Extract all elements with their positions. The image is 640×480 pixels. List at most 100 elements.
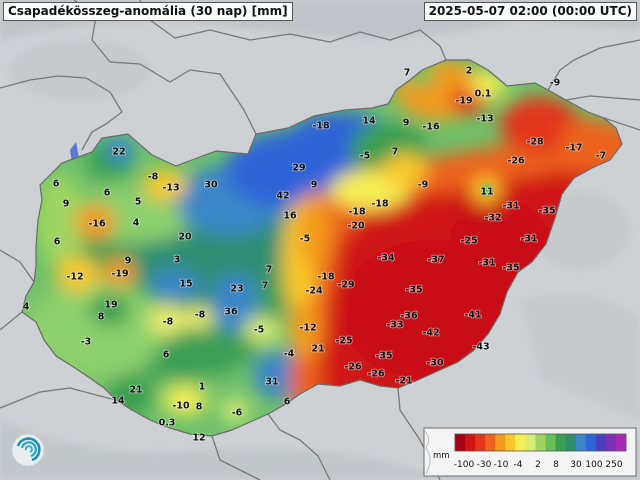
value-label: 6 (104, 188, 111, 199)
legend-tick-label: 2 (535, 460, 541, 470)
legend-swatch (575, 434, 587, 451)
met-service-logo-icon (11, 433, 45, 467)
value-label: 7 (262, 281, 269, 292)
legend-swatch (535, 434, 546, 451)
value-label: 21 (129, 385, 142, 396)
value-label: -43 (472, 342, 489, 353)
value-label: 7 (392, 147, 399, 158)
value-label: -25 (460, 236, 477, 247)
value-label: -31 (520, 234, 537, 245)
value-label: -12 (299, 323, 316, 334)
legend-swatch (605, 434, 617, 451)
value-label: -20 (347, 221, 365, 232)
value-label: -16 (422, 122, 440, 133)
map-title: Csapadékösszeg-anomália (30 nap) [mm] (3, 2, 293, 21)
value-label: -8 (148, 172, 159, 183)
value-label: 9 (311, 180, 318, 191)
value-label: -32 (484, 213, 501, 224)
legend-tick-label: -30 (477, 460, 492, 470)
value-label: -16 (88, 219, 106, 230)
value-label: -5 (254, 325, 265, 336)
legend-tick-label: -100 (454, 460, 475, 470)
value-label: -24 (305, 286, 323, 297)
valid-time-label: 2025-05-07 02:00 (00:00 UTC) (423, 2, 637, 21)
value-label: 15 (179, 279, 192, 290)
legend-swatch (595, 434, 607, 451)
legend-swatch (555, 434, 567, 451)
value-label: 4 (133, 218, 140, 229)
legend-swatch (615, 434, 627, 451)
legend-swatch (525, 434, 536, 451)
legend-tick-label: 250 (605, 460, 622, 470)
value-label: -5 (360, 151, 371, 162)
legend-swatch (455, 434, 466, 451)
country-outline (21, 59, 623, 437)
value-label: 30 (204, 180, 218, 191)
value-label: 11 (480, 187, 493, 198)
value-label: 12 (192, 433, 205, 444)
value-label: -6 (232, 408, 243, 419)
legend-swatch (565, 434, 577, 451)
legend-tick-labels: -100 -30 -10 -4 2 8 30 100 250 (454, 460, 623, 470)
legend-swatch (465, 434, 476, 451)
value-label: -26 (367, 369, 385, 380)
value-label: 7 (404, 68, 411, 79)
value-label: -18 (371, 199, 389, 210)
value-label: 23 (230, 284, 243, 295)
value-label: -4 (284, 349, 295, 360)
value-label: -35 (405, 285, 422, 296)
value-label: -19 (111, 269, 128, 280)
value-label: 1 (199, 382, 206, 393)
value-label: 42 (276, 191, 289, 202)
value-label: -37 (427, 255, 444, 266)
value-label: 36 (224, 307, 238, 318)
legend-tick-label: -10 (494, 460, 509, 470)
value-label: 14 (111, 396, 125, 407)
value-label: -34 (377, 253, 395, 264)
value-label: -31 (478, 258, 495, 269)
value-label: 3 (174, 255, 181, 266)
legend-tick-label: 100 (585, 460, 602, 470)
value-label: -35 (375, 351, 392, 362)
value-label: -13 (476, 114, 493, 125)
legend-swatch (505, 434, 516, 451)
value-label: 8 (98, 312, 105, 323)
value-label: -9 (418, 180, 429, 191)
value-label: -18 (348, 207, 366, 218)
legend-swatch (515, 434, 526, 451)
value-label: 9 (63, 199, 70, 210)
value-label: -12 (66, 272, 83, 283)
value-label: 16 (283, 211, 297, 222)
value-label: 7 (266, 265, 273, 276)
legend-tick-label: 30 (570, 460, 582, 470)
value-label: -3 (81, 337, 92, 348)
value-label: -28 (526, 137, 544, 148)
value-label: 14 (362, 116, 376, 127)
value-label: -30 (426, 358, 444, 369)
value-label: -36 (400, 311, 418, 322)
value-label: 2 (466, 66, 473, 77)
value-label: 9 (403, 118, 410, 129)
value-label: -5 (300, 234, 311, 245)
value-label: 6 (54, 237, 61, 248)
value-label: -26 (507, 156, 525, 167)
legend-swatch (475, 434, 486, 451)
value-label: -31 (502, 201, 519, 212)
value-label: 19 (104, 300, 117, 311)
value-label: -33 (386, 320, 403, 331)
value-label: 21 (311, 344, 324, 355)
value-label: 6 (284, 397, 291, 408)
value-label: 6 (53, 179, 60, 190)
value-label: -10 (172, 401, 190, 412)
color-legend: mm -100 -30 -10 -4 2 8 30 100 250 (423, 427, 637, 477)
value-label: -7 (596, 151, 607, 162)
value-label: 29 (292, 163, 305, 174)
value-label: -35 (538, 206, 555, 217)
value-label: -29 (337, 280, 354, 291)
value-label: 22 (112, 147, 125, 158)
value-label: -13 (162, 183, 179, 194)
value-label: -17 (565, 143, 582, 154)
value-label: -18 (317, 272, 335, 283)
value-label: -26 (344, 362, 362, 373)
